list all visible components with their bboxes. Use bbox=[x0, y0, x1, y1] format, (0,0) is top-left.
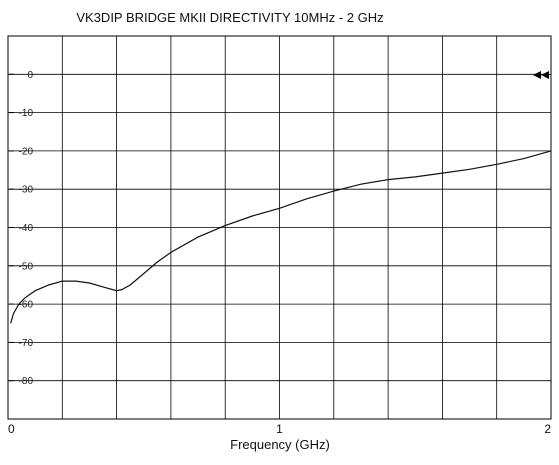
reference-marker-icon bbox=[533, 71, 549, 79]
y-tick-label: -40 bbox=[19, 223, 34, 234]
y-tick-label: -20 bbox=[19, 146, 34, 157]
x-tick-label: 1 bbox=[276, 422, 283, 436]
x-tick-label: 2 bbox=[544, 422, 551, 436]
y-tick-label: -70 bbox=[19, 338, 34, 349]
grid bbox=[8, 36, 551, 419]
x-tick-label: 0 bbox=[8, 422, 15, 436]
chart-title: VK3DIP BRIDGE MKII DIRECTIVITY 10MHz - 2… bbox=[76, 10, 384, 25]
x-tick-labels: 0 1 2 bbox=[8, 422, 551, 436]
y-tick-label: -80 bbox=[19, 376, 34, 387]
y-tick-label: -10 bbox=[19, 108, 34, 119]
x-axis-label: Frequency (GHz) bbox=[230, 437, 330, 452]
y-tick-labels: 0 -10 -20 -30 -40 -50 -60 -70 -80 bbox=[9, 70, 33, 387]
y-tick-label: -60 bbox=[19, 300, 34, 311]
y-tick-label: -30 bbox=[19, 185, 34, 196]
y-tick-label: -50 bbox=[19, 261, 34, 272]
plot-frame bbox=[7, 35, 552, 420]
y-tick-label: 0 bbox=[27, 70, 33, 81]
series-line bbox=[10, 150, 552, 324]
